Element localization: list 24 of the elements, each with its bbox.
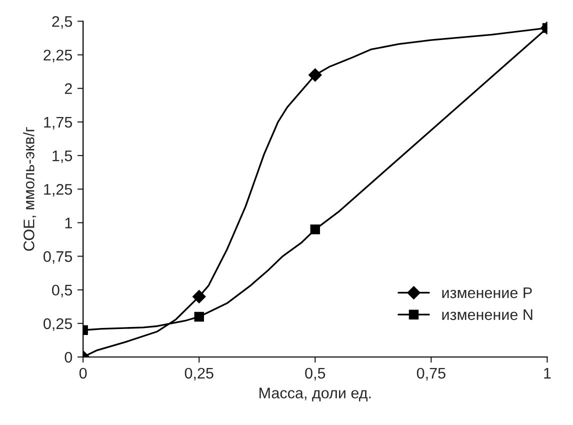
y-tick-label: 2,5 bbox=[52, 16, 72, 29]
point bbox=[194, 312, 204, 322]
x-tick-label: 1 bbox=[544, 368, 551, 378]
y-axis-title: СОЕ, ммоль-экв/г bbox=[23, 127, 36, 251]
x-tick-label: 0,5 bbox=[305, 368, 326, 380]
y-tick-label: 1,25 bbox=[44, 184, 72, 197]
y-tick-label: 0,5 bbox=[52, 284, 72, 298]
legend-label: изменение P bbox=[442, 288, 532, 298]
y-tick-label: 0,25 bbox=[44, 318, 72, 331]
point bbox=[308, 68, 322, 82]
y-tick-label: 1 bbox=[65, 218, 72, 228]
x-axis-title: Масса, доли ед. bbox=[260, 388, 371, 402]
y-tick-label: 2 bbox=[64, 83, 72, 94]
y-tick-label: 0,75 bbox=[44, 251, 72, 264]
point bbox=[310, 224, 320, 234]
x-tick-label: 0,75 bbox=[416, 368, 446, 380]
y-tick-label: 1,5 bbox=[52, 150, 72, 164]
y-tick-label: 1,75 bbox=[44, 117, 72, 130]
x-tick-label: 0 bbox=[79, 368, 87, 379]
point bbox=[192, 290, 206, 304]
x-tick-label: 0,25 bbox=[184, 368, 214, 380]
y-tick-label: 2,25 bbox=[44, 50, 72, 62]
legend-label: изменение N bbox=[442, 309, 532, 320]
y-tick-label: 0 bbox=[64, 352, 72, 363]
